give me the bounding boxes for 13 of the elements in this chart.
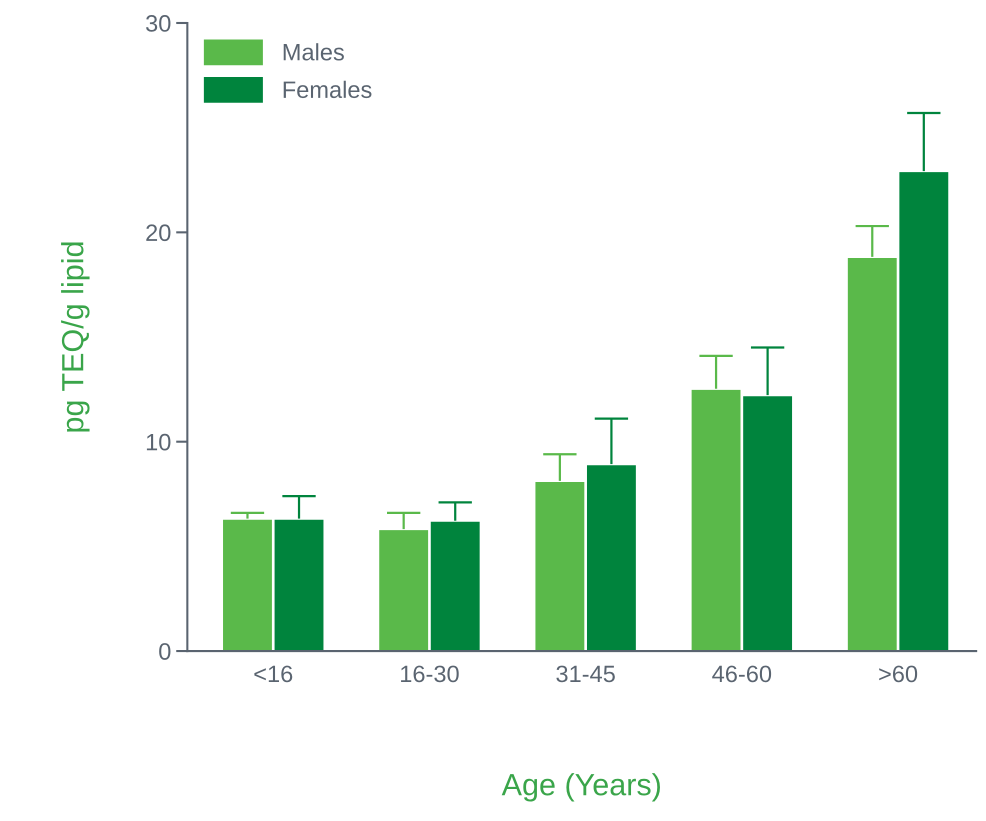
- x-tick-label: >60: [879, 666, 918, 682]
- y-tick-label: 30: [146, 15, 170, 32]
- y-axis-title: pg TEQ/g lipid: [61, 242, 90, 432]
- x-tick-label: 46-60: [712, 666, 772, 682]
- y-tick-label: 20: [146, 224, 170, 242]
- legend-label: Females: [284, 80, 372, 98]
- x-tick-label: <16: [254, 666, 292, 682]
- x-tick-label: 31-45: [556, 666, 615, 682]
- y-tick-label: 0: [159, 643, 170, 660]
- x-tick-label: 16-30: [401, 666, 459, 682]
- x-axis-title: Age (Years): [502, 773, 660, 802]
- y-tick-label: 10: [146, 434, 170, 450]
- legend-label: Males: [284, 43, 344, 61]
